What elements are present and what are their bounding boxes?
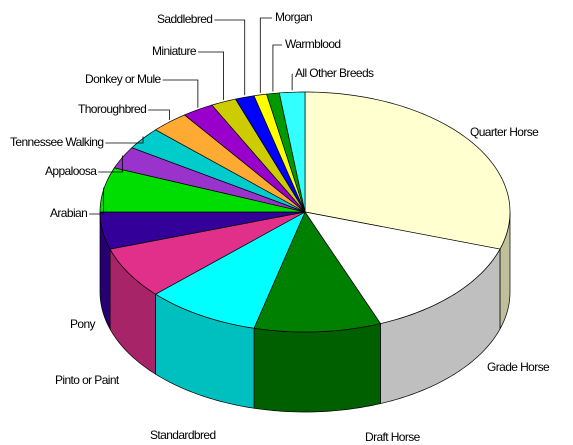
slice-label: Pinto or Paint — [55, 373, 120, 387]
slice-label: Morgan — [275, 10, 312, 24]
slice — [304, 211, 501, 324]
leader-line — [272, 44, 282, 92]
slice — [278, 91, 306, 213]
leader-line — [105, 136, 144, 144]
slice — [304, 91, 511, 250]
slice-label: Miniature — [152, 44, 197, 58]
slice-label: Thoroughbred — [78, 102, 146, 116]
slice-label: Saddlebred — [157, 12, 212, 26]
leader-line — [98, 155, 123, 173]
slice-label: Arabian — [50, 206, 87, 220]
leader-line — [162, 79, 199, 108]
slice — [154, 114, 306, 213]
slice-label: Grade Horse — [487, 360, 550, 374]
slice-label: Quarter Horse — [470, 125, 539, 139]
slice — [211, 98, 306, 213]
leader-line — [259, 17, 272, 93]
leader-line — [214, 19, 246, 96]
slice-label: Standardbred — [150, 428, 216, 442]
slice — [99, 211, 306, 250]
slice-side — [253, 323, 381, 413]
leader-line — [148, 109, 170, 120]
slice-label: Appaloosa — [45, 164, 97, 178]
slice — [154, 211, 306, 329]
slice-label: Draft Horse — [365, 430, 421, 444]
slice-label: Pony — [70, 317, 96, 331]
slice — [253, 211, 382, 333]
slice-label: Tennessee Walking — [10, 135, 103, 149]
slice-label: Warmblood — [285, 37, 341, 51]
slice-label: Donkey or Mule — [85, 72, 162, 86]
slice — [234, 95, 306, 213]
slice — [109, 211, 306, 295]
slice — [183, 104, 306, 213]
leader-line — [89, 187, 105, 215]
leader-line — [197, 51, 224, 100]
slice-label: All Other Breeds — [295, 66, 374, 80]
